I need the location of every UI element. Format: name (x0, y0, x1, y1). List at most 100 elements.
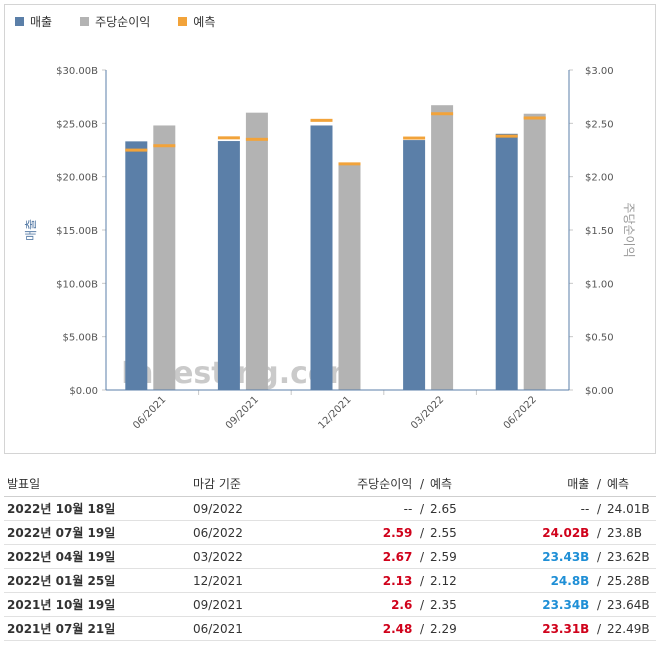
forecast-marker-revenue (217, 136, 240, 140)
y-tick-label-right: $1.00 (585, 279, 614, 290)
revenue-actual-cell: -- / (493, 496, 604, 521)
revenue-actual-cell: 24.8B / (493, 568, 604, 593)
revenue-actual-cell: 23.34B / (493, 592, 604, 617)
y-tick-label-left: $15.00B (56, 226, 98, 237)
y-tick-label-left: $0.00 (69, 386, 98, 397)
eps-forecast-cell: 2.29 (427, 616, 493, 641)
eps-forecast-cell: 2.59 (427, 544, 493, 569)
revenue-forecast-cell: 25.28B (604, 568, 656, 593)
x-tick-label: 06/2022 (502, 394, 539, 431)
bar-revenue (125, 141, 148, 390)
legend-label-forecast: 예측 (193, 15, 216, 29)
col-header-date[interactable]: 발표일 (4, 471, 190, 497)
release-date-cell: 2021년 07월 21일 (4, 616, 190, 641)
revenue-actual-cell: 24.02B / (493, 520, 604, 545)
revenue-forecast-cell: 23.8B (604, 520, 656, 545)
legend-swatch-forecast (178, 17, 188, 26)
forecast-marker-eps (523, 116, 546, 120)
eps-actual-cell: 2.13 / (316, 568, 427, 593)
earnings-table-header: 발표일 마감 기준 주당순이익 / 예측 매출 / 예측 (4, 471, 656, 497)
x-tick-label: 06/2021 (131, 394, 168, 431)
period-cell: 12/2021 (190, 568, 316, 593)
y-tick-label-right: $3.00 (585, 66, 614, 77)
bar-eps (338, 162, 361, 390)
y-axis-title-left: 매출 (24, 219, 38, 241)
eps-forecast-cell: 2.12 (427, 568, 493, 593)
x-tick-label: 03/2022 (409, 394, 446, 431)
table-row: 2022년 07월 19일 06/2022 2.59 /2.55 24.02B /23… (4, 520, 656, 545)
period-cell: 09/2022 (190, 496, 316, 521)
legend-label-eps: 주당순이익 (95, 15, 151, 29)
x-tick-label: 12/2021 (316, 394, 353, 431)
y-tick-label-right: $1.50 (585, 226, 614, 237)
x-tick-label: 09/2021 (224, 394, 261, 431)
forecast-marker-revenue (495, 134, 518, 138)
y-tick-label-left: $25.00B (56, 119, 98, 130)
eps-forecast-cell: 2.35 (427, 592, 493, 617)
col-header-eps-forecast[interactable]: 예측 (427, 471, 493, 497)
y-tick-label-left: $20.00B (56, 173, 98, 184)
forecast-marker-revenue (403, 136, 426, 140)
legend-item-revenue[interactable]: 매출 (15, 13, 52, 30)
forecast-marker-eps (245, 137, 268, 141)
revenue-forecast-cell: 23.64B (604, 592, 656, 617)
y-tick-label-right: $0.00 (585, 386, 614, 397)
col-header-revenue[interactable]: 매출 / (493, 471, 604, 497)
col-header-eps[interactable]: 주당순이익 / (316, 471, 427, 497)
release-date-cell: 2022년 07월 19일 (4, 520, 190, 545)
revenue-actual-cell: 23.31B / (493, 616, 604, 641)
y-tick-label-left: $5.00B (63, 333, 99, 344)
y-axis-title-right: 주당순이익 (622, 202, 636, 257)
table-row: 2021년 10월 19일 09/2021 2.6 /2.35 23.34B /23.… (4, 592, 656, 617)
forecast-marker-eps (431, 112, 454, 116)
eps-forecast-cell: 2.65 (427, 496, 493, 521)
y-tick-label-right: $2.00 (585, 173, 614, 184)
eps-actual-cell: 2.48 / (316, 616, 427, 641)
forecast-marker-eps (338, 162, 361, 166)
revenue-forecast-cell: 24.01B (604, 496, 656, 521)
release-date-cell: 2022년 10월 18일 (4, 496, 190, 521)
release-date-cell: 2021년 10월 19일 (4, 592, 190, 617)
period-cell: 03/2022 (190, 544, 316, 569)
eps-actual-cell: 2.6 / (316, 592, 427, 617)
release-date-cell: 2022년 01월 25일 (4, 568, 190, 593)
bar-eps (153, 125, 176, 390)
legend-label-revenue: 매출 (30, 15, 53, 29)
eps-actual-cell: 2.67 / (316, 544, 427, 569)
col-header-eps-label: 주당순이익 (357, 477, 413, 491)
col-header-revenue-label: 매출 (567, 477, 590, 491)
legend-item-eps[interactable]: 주당순이익 (80, 13, 150, 30)
period-cell: 06/2021 (190, 616, 316, 641)
revenue-actual-cell: 23.43B / (493, 544, 604, 569)
forecast-marker-revenue (310, 118, 333, 122)
table-row: 2022년 01월 25일 12/2021 2.13 /2.12 24.8B /25.… (4, 568, 656, 593)
release-date-cell: 2022년 04월 19일 (4, 544, 190, 569)
table-row: 2022년 10월 18일 09/2022 -- /2.65 -- /24.01B (4, 496, 656, 521)
legend-item-forecast[interactable]: 예측 (178, 13, 215, 30)
forecast-marker-revenue (125, 148, 148, 152)
bar-revenue (310, 125, 333, 390)
chart-plot: $0.00 $0.00 $5.00B $0.50 $10.00B $1.00 $15.00B… (24, 66, 636, 431)
earnings-chart-panel: 매출 주당순이익 예측 $0.00 $0.00 $5.00B $0.50 $10.00B… (4, 4, 656, 454)
bar-revenue (495, 133, 518, 390)
y-tick-label-right: $2.50 (585, 119, 614, 130)
col-header-period[interactable]: 마감 기준 (190, 471, 316, 497)
bar-eps (431, 105, 454, 390)
bar-revenue (403, 140, 426, 390)
col-header-revenue-forecast[interactable]: 예측 (604, 471, 656, 497)
y-tick-label-left: $30.00B (56, 66, 98, 77)
bar-eps (523, 113, 546, 390)
table-row: 2022년 04월 19일 03/2022 2.67 /2.59 23.43B /23… (4, 544, 656, 569)
bar-eps (245, 112, 268, 391)
chart-legend: 매출 주당순이익 예측 (15, 13, 215, 30)
table-row: 2021년 07월 21일 06/2021 2.48 /2.29 23.31B /22… (4, 616, 656, 641)
legend-swatch-eps (80, 17, 90, 26)
earnings-table: 발표일 마감 기준 주당순이익 / 예측 매출 / 예측 2022년 10월 1… (4, 471, 656, 641)
legend-swatch-revenue (15, 17, 24, 26)
period-cell: 06/2022 (190, 520, 316, 545)
revenue-forecast-cell: 22.49B (604, 616, 656, 641)
eps-actual-cell: -- / (316, 496, 427, 521)
bar-revenue (217, 141, 240, 390)
eps-actual-cell: 2.59 / (316, 520, 427, 545)
y-tick-label-right: $0.50 (585, 333, 614, 344)
